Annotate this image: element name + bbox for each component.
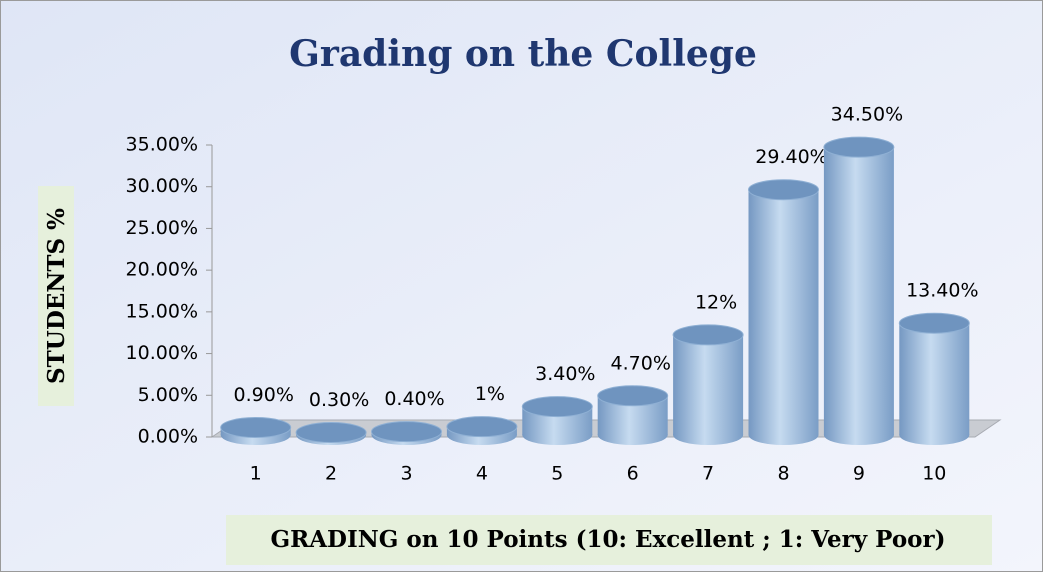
data-label: 0.30% (309, 389, 369, 411)
y-tick-label: 30.00% (126, 175, 198, 197)
bar-top (446, 416, 518, 438)
bar (446, 416, 518, 445)
bar (823, 136, 895, 445)
y-tick-label: 15.00% (126, 300, 198, 322)
x-axis-label: GRADING on 10 Points (10: Excellent ; 1:… (270, 526, 945, 553)
bar (220, 416, 292, 445)
bar-top (521, 396, 593, 418)
y-tick-label: 25.00% (126, 217, 198, 239)
data-label: 1% (475, 383, 505, 405)
x-tick-label: 4 (476, 463, 488, 485)
bar-base (673, 425, 744, 445)
bar-top (823, 136, 895, 158)
y-tick-label: 35.00% (126, 134, 198, 156)
bar-top (748, 179, 819, 201)
bar-body (673, 334, 744, 435)
y-tick-label: 5.00% (138, 384, 198, 406)
x-tick-label: 10 (922, 463, 946, 485)
bar-base (823, 425, 894, 445)
x-tick-label: 8 (777, 463, 789, 485)
bar-top (220, 416, 292, 438)
bar-body (899, 323, 970, 435)
bar-body (823, 147, 894, 435)
data-label: 13.40% (906, 280, 978, 302)
x-tick-label: 6 (627, 463, 639, 485)
bar-top (898, 312, 970, 334)
bar-base (522, 425, 593, 445)
x-tick-label: 1 (250, 463, 262, 485)
y-axis-label: STUDENTS % (43, 208, 70, 384)
bar-top (295, 421, 367, 443)
y-tick-label: 20.00% (126, 259, 198, 281)
bar (748, 179, 819, 445)
bar-body (748, 189, 819, 435)
x-tick-label: 9 (853, 463, 865, 485)
data-label: 0.40% (384, 388, 444, 410)
bar-base (597, 425, 668, 445)
bar (521, 396, 593, 445)
bar-base (899, 425, 970, 445)
bar-base (748, 425, 819, 445)
y-tick-label: 10.00% (126, 342, 198, 364)
x-label-box (226, 515, 992, 565)
y-label-box (38, 186, 74, 406)
bar-top (597, 385, 669, 407)
data-label: 34.50% (831, 104, 903, 126)
x-tick-label: 7 (702, 463, 714, 485)
bar (371, 421, 442, 445)
bar-top (371, 421, 442, 443)
bar (672, 324, 744, 445)
y-tick-label: 0.00% (138, 426, 198, 448)
bar (597, 385, 669, 445)
bar (898, 312, 970, 445)
data-label: 29.40% (755, 146, 827, 168)
data-label: 3.40% (535, 363, 595, 385)
data-label: 12% (695, 291, 737, 313)
bar-top (672, 324, 744, 346)
x-tick-label: 5 (551, 463, 563, 485)
x-tick-label: 3 (400, 463, 412, 485)
data-label: 4.70% (611, 352, 671, 374)
x-tick-label: 2 (325, 463, 337, 485)
bar (295, 421, 367, 445)
data-label: 0.90% (234, 384, 294, 406)
chart-title: Grading on the College (289, 33, 757, 75)
